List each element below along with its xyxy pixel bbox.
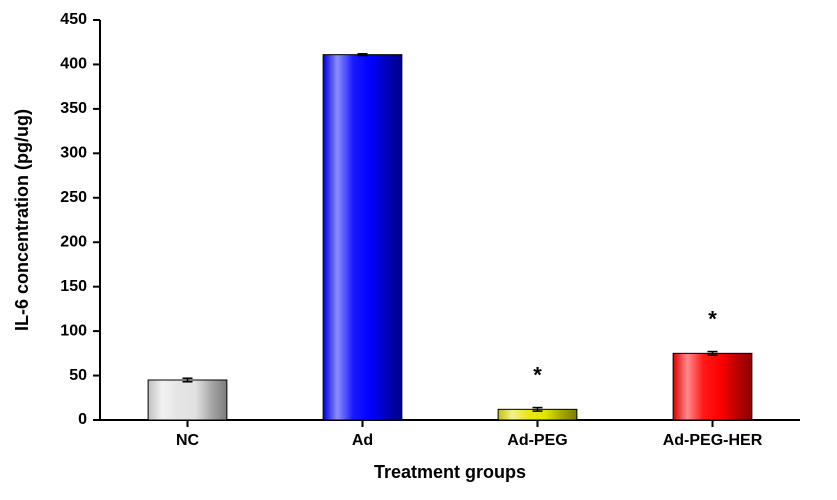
x-tick-label: Ad-PEG-HER — [663, 432, 763, 449]
y-tick-label: 0 — [78, 411, 87, 428]
x-tick-label: Ad — [352, 432, 373, 449]
x-tick-label: NC — [176, 432, 200, 449]
il6-bar-chart: 0 50 100 150 200 250 300 350 400 450 NC Ad Ad-PEG Ad… — [0, 0, 837, 500]
y-tick-label: 450 — [60, 11, 87, 28]
y-tick-label: 350 — [60, 100, 87, 117]
chart-svg: 0 50 100 150 200 250 300 350 400 450 NC Ad Ad-PEG Ad… — [0, 0, 837, 500]
y-tick-label: 300 — [60, 145, 87, 162]
y-tick-label: 150 — [60, 278, 87, 295]
y-axis-label: IL-6 concentration (pg/ug) — [12, 109, 32, 331]
x-axis-label: Treatment groups — [374, 462, 526, 482]
significance-marker: * — [708, 307, 717, 332]
bar-ad — [323, 55, 402, 420]
y-tick-label: 400 — [60, 56, 87, 73]
y-tick-label: 100 — [60, 322, 87, 339]
significance-marker: * — [533, 363, 542, 388]
bar-ad-peg-her — [673, 353, 752, 420]
bar-nc — [148, 380, 227, 420]
y-tick-label: 250 — [60, 189, 87, 206]
x-tick-label: Ad-PEG — [507, 432, 567, 449]
y-tick-label: 50 — [69, 367, 87, 384]
y-tick-label: 200 — [60, 233, 87, 250]
